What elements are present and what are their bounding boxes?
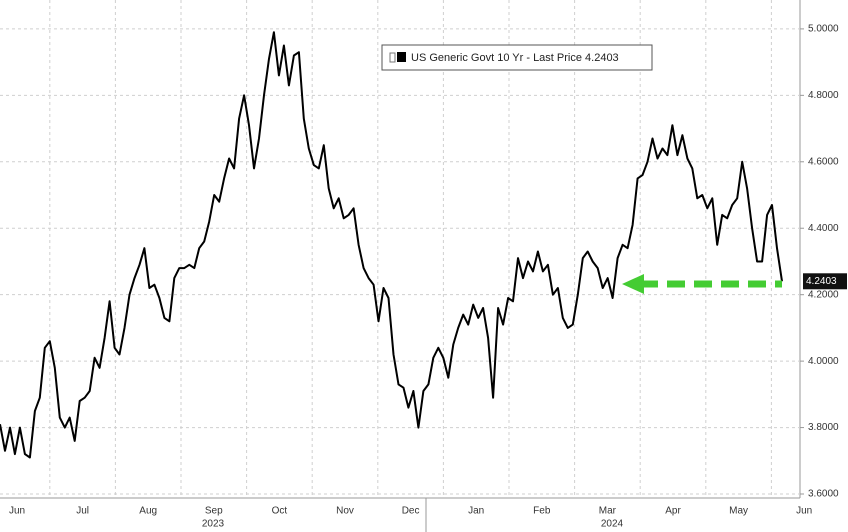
year-label: 2024 <box>601 519 624 530</box>
legend: US Generic Govt 10 Yr - Last Price 4.240… <box>381 44 653 71</box>
x-tick-label: Jan <box>468 506 484 517</box>
x-tick-label: Jun <box>9 506 25 517</box>
y-tick-label: 4.6000 <box>808 156 839 167</box>
legend-swatch <box>397 52 406 62</box>
y-tick-label: 4.4000 <box>808 223 839 234</box>
x-tick-label: Feb <box>533 506 551 517</box>
y-tick-label: 4.0000 <box>808 356 839 367</box>
y-tick-label: 4.2000 <box>808 289 839 300</box>
y-tick-label: 4.8000 <box>808 90 839 101</box>
y-tick-label: 3.6000 <box>808 489 839 500</box>
x-tick-label: Oct <box>272 506 288 517</box>
x-tick-label: Jun <box>796 506 812 517</box>
last-price-label: 4.2403 <box>806 276 837 287</box>
x-tick-label: Apr <box>665 506 681 517</box>
legend-label: US Generic Govt 10 Yr - Last Price 4.240… <box>411 52 619 64</box>
last-price-box <box>803 273 847 290</box>
x-tick-label: Aug <box>139 506 157 517</box>
legend-icon <box>389 52 396 63</box>
x-tick-label: Jul <box>76 506 89 517</box>
y-tick-label: 3.8000 <box>808 422 839 433</box>
line-series <box>0 31 783 459</box>
arrow-annotation <box>622 274 782 294</box>
x-tick-label: Dec <box>402 506 420 517</box>
x-tick-label: Sep <box>205 506 223 517</box>
arrow-head <box>622 274 644 294</box>
x-tick-label: May <box>729 506 748 517</box>
x-tick-label: Nov <box>336 506 354 517</box>
legend-box <box>381 44 653 71</box>
x-tick-label: Mar <box>599 506 617 517</box>
y-tick-label: 5.0000 <box>808 24 839 35</box>
year-label: 2023 <box>202 519 225 530</box>
